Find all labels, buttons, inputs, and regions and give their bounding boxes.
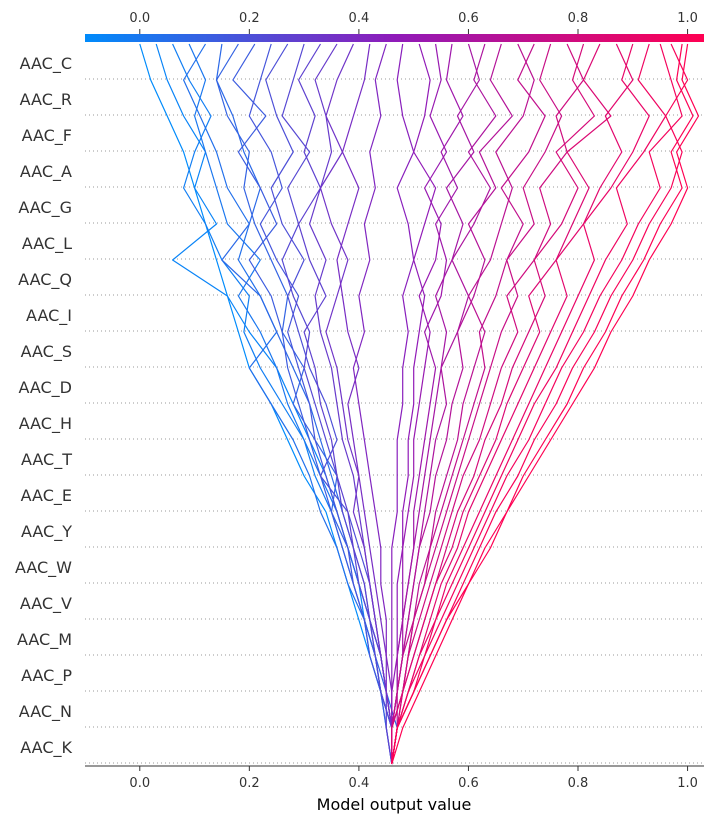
decision-line xyxy=(391,43,683,765)
decision-line xyxy=(391,43,513,765)
x-axis-title: Model output value xyxy=(317,795,472,814)
feature-label: AAC_I xyxy=(26,306,72,326)
decision-line xyxy=(391,43,546,764)
feature-label: AAC_V xyxy=(20,594,72,614)
decision-line xyxy=(352,43,393,764)
top-tick-label: 0.2 xyxy=(239,11,260,26)
feature-label: AAC_Q xyxy=(18,270,72,290)
feature-label: AAC_Y xyxy=(21,522,72,542)
bottom-tick-label: 0.8 xyxy=(568,776,589,791)
decision-line xyxy=(391,43,667,765)
top-tick-label: 0.8 xyxy=(568,11,589,26)
decision-line xyxy=(139,43,393,764)
feature-label: AAC_G xyxy=(18,198,72,218)
bottom-tick-label: 0.4 xyxy=(349,776,370,791)
decision-line xyxy=(391,43,612,764)
top-tick-label: 1.0 xyxy=(677,11,698,26)
bottom-tick-label: 0.2 xyxy=(239,776,260,791)
feature-label: AAC_W xyxy=(15,558,72,578)
decision-line xyxy=(265,43,393,764)
feature-label: AAC_T xyxy=(21,450,72,470)
feature-label: AAC_P xyxy=(21,666,72,686)
top-tick-label: 0.6 xyxy=(458,11,479,26)
feature-label: AAC_H xyxy=(19,414,72,434)
decision-line xyxy=(391,43,634,765)
bottom-axis-ticks: 0.0 0.2 0.4 0.6 0.8 1.0 xyxy=(129,766,698,791)
decision-line xyxy=(391,43,650,765)
decision-line xyxy=(391,43,585,764)
feature-label: AAC_F xyxy=(22,126,72,146)
decision-line xyxy=(248,43,393,764)
decision-line xyxy=(391,43,415,764)
feature-label: AAC_M xyxy=(17,630,72,650)
feature-label: AAC_C xyxy=(20,54,72,74)
feature-label: AAC_N xyxy=(19,702,72,722)
feature-label: AAC_D xyxy=(18,378,72,398)
decision-line xyxy=(155,43,393,764)
decision-line xyxy=(309,43,393,764)
decision-line xyxy=(232,43,393,765)
feature-label: AAC_R xyxy=(20,90,72,110)
decision-line xyxy=(391,43,437,764)
decision-line xyxy=(391,43,596,765)
row-gridlines xyxy=(85,78,704,764)
feature-label: AAC_S xyxy=(21,342,72,362)
decision-line xyxy=(281,43,393,764)
decision-line xyxy=(391,43,700,765)
top-axis-ticks: 0.0 0.2 0.4 0.6 0.8 1.0 xyxy=(129,11,698,34)
decision-line xyxy=(391,43,563,765)
top-tick-label: 0.0 xyxy=(129,11,150,26)
decision-line xyxy=(298,43,393,765)
decision-line xyxy=(391,43,464,764)
decision-line xyxy=(391,43,480,764)
feature-labels: AAC_C AAC_R AAC_F AAC_A AAC_G AAC_L AAC_Q AAC_I… xyxy=(15,54,73,758)
feature-label: AAC_A xyxy=(20,162,72,182)
decision-line xyxy=(188,43,393,764)
bottom-tick-label: 0.0 xyxy=(129,776,150,791)
top-tick-label: 0.4 xyxy=(349,11,370,26)
decision-line xyxy=(319,43,393,764)
colorbar xyxy=(85,34,704,42)
bottom-tick-label: 0.6 xyxy=(458,776,479,791)
bottom-tick-label: 1.0 xyxy=(677,776,698,791)
feature-label: AAC_K xyxy=(20,738,72,758)
decision-line xyxy=(391,43,694,765)
feature-label: AAC_L xyxy=(22,234,72,254)
decision-lines xyxy=(139,43,700,765)
decision-line xyxy=(336,43,393,764)
feature-label: AAC_E xyxy=(21,486,72,506)
